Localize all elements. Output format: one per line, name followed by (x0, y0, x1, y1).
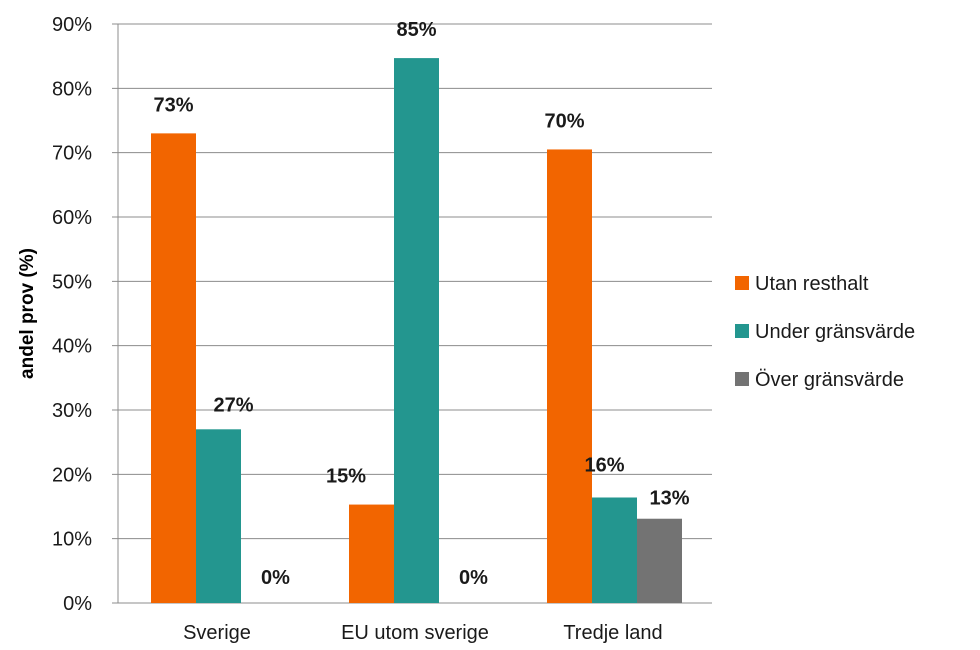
y-tick-label: 70% (52, 143, 92, 165)
x-tick-label: EU utom sverige (341, 622, 489, 644)
data-label: 0% (459, 567, 488, 589)
bar (394, 58, 439, 603)
data-label: 70% (544, 110, 584, 132)
data-label: 15% (326, 466, 366, 488)
data-labels: 73% 27% 0% 15% 85% 0% 70% 16% 13% (153, 19, 689, 589)
legend-entry: Över gränsvärde (755, 369, 904, 391)
bar (151, 133, 196, 603)
y-tick-label: 0% (63, 593, 92, 615)
y-tick-label: 80% (52, 78, 92, 100)
y-tick-label: 50% (52, 271, 92, 293)
legend-entry: Under gränsvärde (755, 321, 915, 343)
bar (637, 518, 682, 603)
data-label: 85% (396, 19, 436, 41)
x-tick-label: Sverige (183, 622, 251, 644)
legend-entry: Utan resthalt (755, 273, 869, 295)
y-tick-label: 10% (52, 529, 92, 551)
data-label: 0% (261, 567, 290, 589)
y-tick-label: 20% (52, 464, 92, 486)
bars (151, 58, 682, 603)
data-label: 13% (649, 488, 689, 510)
data-label: 16% (584, 454, 624, 476)
y-axis-label: andel prov (%) (17, 248, 38, 379)
y-tick-label: 90% (52, 14, 92, 36)
bar (196, 429, 241, 603)
y-tick-label: 60% (52, 207, 92, 229)
legend-swatch (735, 276, 749, 290)
y-tick-label: 40% (52, 336, 92, 358)
bar (592, 497, 637, 603)
legend-swatch (735, 372, 749, 386)
legend-swatch (735, 324, 749, 338)
bar (349, 504, 394, 603)
x-tick-label: Tredje land (563, 622, 662, 644)
data-label: 27% (213, 394, 253, 416)
data-label: 73% (153, 94, 193, 116)
x-axis-categories: Sverige EU utom sverige Tredje land (183, 622, 663, 644)
y-tick-label: 30% (52, 400, 92, 422)
y-axis-ticks: 0% 10% 20% 30% 40% 50% 60% 70% 80% 90% (52, 14, 92, 615)
bar (547, 149, 592, 603)
legend: Utan resthalt Under gränsvärde Över gränsv… (735, 273, 915, 391)
